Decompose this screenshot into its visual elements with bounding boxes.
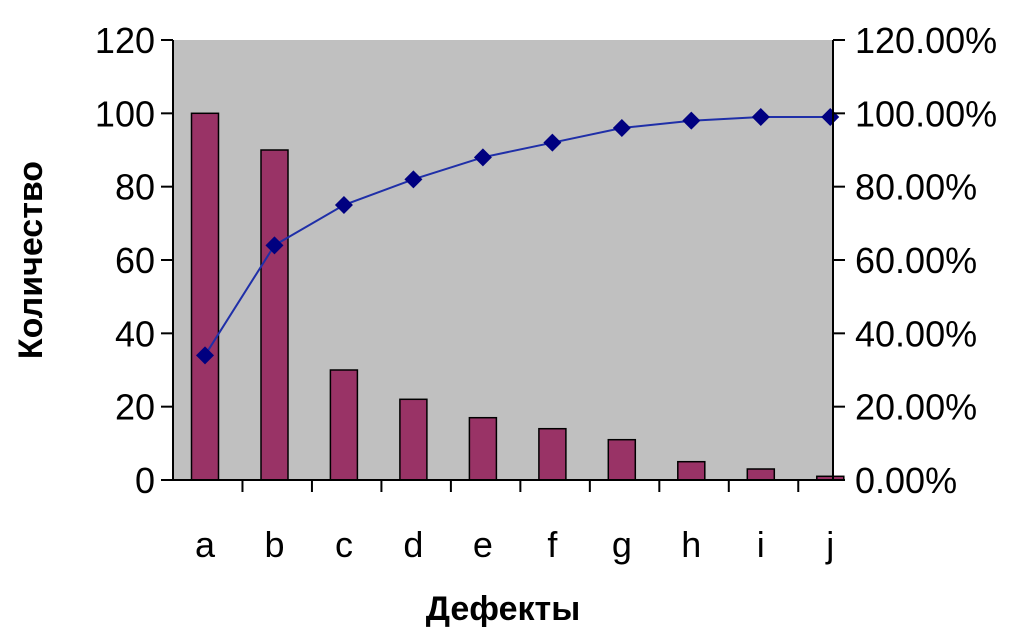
- left-tick-label: 0: [135, 460, 155, 501]
- left-tick-label: 80: [115, 167, 155, 208]
- right-tick-label: 20.00%: [855, 387, 977, 428]
- bar-g: [607, 438, 637, 481]
- x-axis: a b c d e f g h i j: [161, 479, 845, 565]
- left-tick-label: 60: [115, 240, 155, 281]
- right-tick-label: 80.00%: [855, 167, 977, 208]
- cumulative-point-e: [473, 148, 492, 167]
- right-tick-label: 40.00%: [855, 313, 977, 354]
- cumulative-point-h: [682, 111, 701, 130]
- x-tick-label-g: g: [612, 524, 632, 565]
- y-axis-title: Количество: [12, 161, 50, 359]
- cumulative-point-i: [751, 108, 770, 126]
- cumulative-point-d: [404, 170, 423, 189]
- bar-f: [538, 427, 567, 481]
- left-y-axis: 0 20 40 60 80 100 120: [95, 20, 174, 501]
- x-tick-label-b: b: [264, 524, 284, 565]
- x-tick-label-h: h: [681, 524, 701, 565]
- left-tick-label: 120: [95, 20, 155, 61]
- bar-h: [677, 460, 706, 481]
- cumulative-point-b: [265, 236, 284, 255]
- bar-e: [468, 416, 498, 481]
- x-tick-label-d: d: [403, 524, 423, 565]
- x-axis-title: Дефекты: [426, 590, 580, 628]
- x-tick-label-f: f: [547, 524, 558, 565]
- left-tick-label: 40: [115, 313, 155, 354]
- right-tick-label: 120.00%: [855, 20, 997, 61]
- bar-i: [746, 468, 776, 481]
- x-tick-label-j: j: [825, 524, 834, 565]
- x-tick-label-i: i: [757, 524, 765, 565]
- right-tick-label: 60.00%: [855, 240, 977, 281]
- cumulative-point-c: [334, 196, 353, 214]
- x-tick-label-e: e: [473, 524, 493, 565]
- cumulative-line: [204, 116, 831, 356]
- x-tick-label-a: a: [195, 524, 216, 565]
- cumulative-point-f: [543, 133, 562, 152]
- left-tick-label: 20: [115, 387, 155, 428]
- bar-d: [399, 398, 428, 481]
- x-tick-label-c: c: [335, 524, 353, 565]
- left-tick-label: 100: [95, 93, 155, 134]
- right-y-axis: 0.00% 20.00% 40.00% 60.00% 80.00% 100.00% 120.…: [832, 20, 997, 501]
- right-tick-label: 0.00%: [855, 460, 957, 501]
- cumulative-point-g: [612, 119, 631, 137]
- bar-b: [260, 149, 289, 481]
- cumulative-line-series: [196, 108, 840, 365]
- bar-a: [190, 112, 220, 481]
- right-tick-label: 100.00%: [855, 93, 997, 134]
- bar-series: [190, 112, 845, 481]
- cumulative-point-a: [196, 346, 214, 365]
- bar-c: [329, 369, 359, 481]
